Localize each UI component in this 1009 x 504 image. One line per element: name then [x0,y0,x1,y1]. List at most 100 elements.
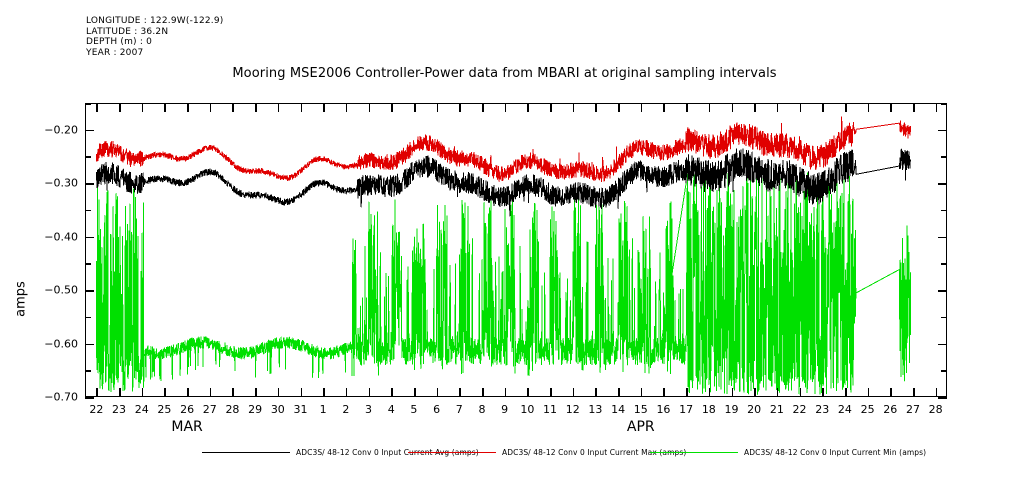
x-tick [232,388,235,397]
y-tick-major [85,290,94,292]
y-tick-minor [85,370,91,372]
x-tick [164,103,166,112]
x-tick [164,388,166,397]
metadata-year: YEAR : 2007 [86,47,144,58]
x-tick [323,103,325,112]
y-tick-label: −0.30 [44,176,78,190]
x-tick [368,103,371,112]
x-tick [935,103,938,112]
x-tick [618,103,620,112]
x-tick [663,103,666,112]
y-tick-minor [85,316,91,319]
legend-item[interactable]: ADC3S/ 48-12 Conv 0 Input Current Max (a… [408,448,686,457]
x-tick-label: 21 [769,403,784,416]
x-tick-label: 6 [433,403,441,416]
x-tick [844,388,847,397]
x-tick [550,388,552,397]
x-tick [754,103,756,112]
x-tick [776,103,779,112]
y-tick-major [938,236,947,239]
y-tick-major [85,343,94,346]
x-tick-label: 2 [342,403,350,416]
x-tick-label: 28 [928,403,943,416]
x-tick [119,388,121,397]
x-tick [572,388,575,397]
x-tick [867,388,870,397]
x-tick [822,388,824,397]
x-tick-label: 14 [611,403,626,416]
x-tick [96,103,98,112]
y-tick-major [85,129,94,132]
x-tick-label: 7 [455,403,463,416]
legend-color-swatch [408,452,496,453]
x-tick-label: 17 [679,403,694,416]
metadata-longitude: LONGITUDE : 122.9W(-122.9) [86,16,224,26]
y-tick-label: −0.20 [44,123,78,137]
x-tick [277,388,280,397]
x-tick [300,103,303,112]
x-tick [867,103,870,112]
x-tick [187,103,189,112]
x-tick [731,388,734,397]
x-tick [345,388,348,397]
x-tick [912,103,915,112]
x-tick-label: 8 [478,403,486,416]
x-tick-label: 26 [883,403,898,416]
x-tick [187,388,189,397]
chart-title: Mooring MSE2006 Controller-Power data fr… [232,66,777,81]
y-tick-label: −0.50 [44,283,78,297]
x-tick [663,388,666,397]
x-tick [504,103,507,112]
series-canvas [95,116,911,395]
x-tick [209,103,212,112]
x-tick [459,388,461,397]
x-tick [912,388,915,397]
y-tick-label: −0.60 [44,337,78,351]
x-tick [822,103,824,112]
y-tick-minor [941,263,947,265]
x-tick-label: 29 [248,403,263,416]
x-tick [391,388,393,397]
x-tick-label: 15 [633,403,648,416]
x-tick [935,388,938,397]
x-tick [255,103,257,112]
x-tick [436,388,439,397]
x-tick [754,388,756,397]
x-tick [141,388,144,397]
y-tick-major [938,397,947,399]
x-tick-label: 10 [520,403,535,416]
x-tick-label: 23 [112,403,127,416]
x-tick [686,103,688,112]
x-tick [481,388,484,397]
x-tick [413,388,416,397]
x-tick-label: 11 [543,403,558,416]
x-tick [890,388,892,397]
x-tick [640,388,643,397]
x-tick [708,388,711,397]
x-tick-label: 26 [180,403,195,416]
x-tick [96,388,98,397]
legend-item[interactable]: ADC3S/ 48-12 Conv 0 Input Current Min (a… [650,448,926,457]
x-tick-label: 3 [365,403,373,416]
y-tick-minor [941,370,947,372]
x-tick-label: 13 [588,403,603,416]
legend-label: ADC3S/ 48-12 Conv 0 Input Current Max (a… [502,448,687,457]
y-tick-label: −0.40 [44,230,78,244]
x-tick-label: 25 [860,403,875,416]
x-tick [776,388,779,397]
x-tick [481,103,484,112]
y-tick-minor [85,103,91,105]
x-tick [890,103,892,112]
x-tick-label: 22 [89,403,104,416]
x-tick [799,388,802,397]
y-tick-major [938,129,947,132]
y-tick-minor [941,156,947,158]
x-tick [391,103,393,112]
legend-item[interactable]: ADC3S/ 48-12 Conv 0 Input Current Avg (a… [202,448,479,457]
y-tick-major [938,343,947,346]
x-axis-month-label: MAR [171,419,203,435]
x-tick [413,103,416,112]
metadata-depth: DEPTH (m) : 0 [86,37,153,47]
x-tick [345,103,348,112]
x-axis-month-label: APR [626,419,655,435]
